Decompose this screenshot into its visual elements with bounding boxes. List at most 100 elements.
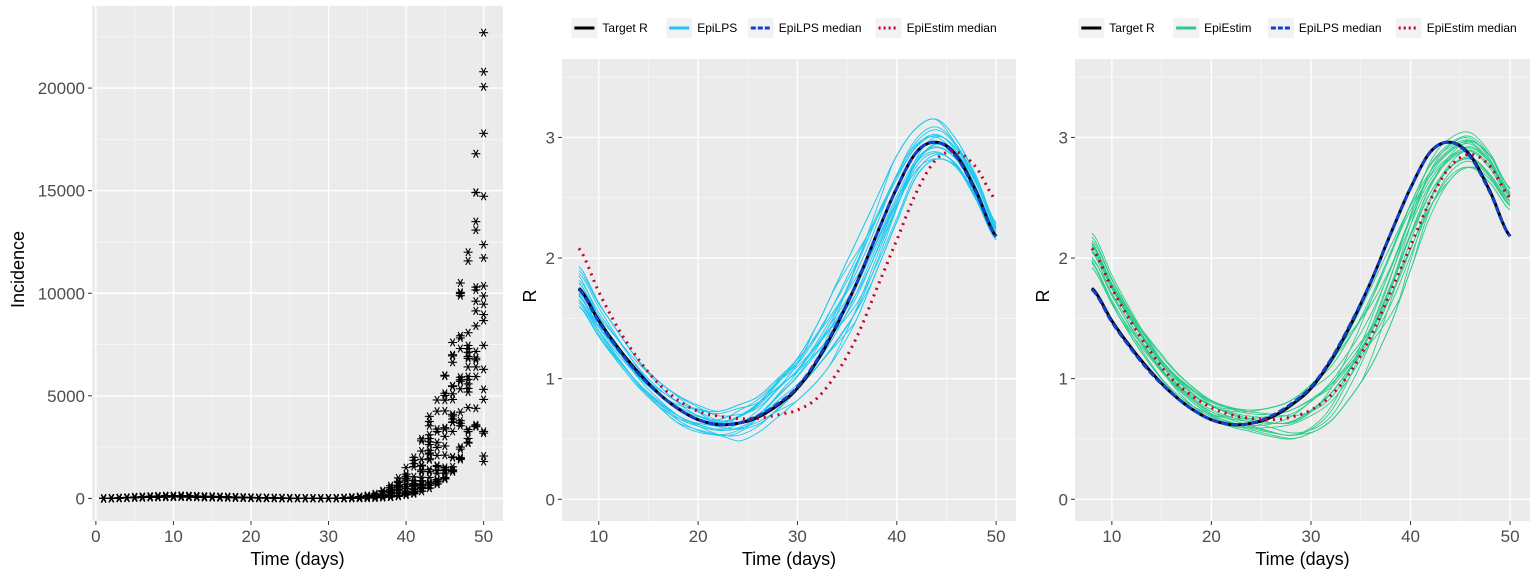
- x-tick-label: 30: [319, 527, 338, 546]
- data-point: [479, 385, 489, 394]
- y-axis-title: R: [1033, 290, 1053, 303]
- data-point: [153, 492, 163, 502]
- replicate-line: [1091, 149, 1511, 418]
- data-point: [479, 451, 489, 461]
- data-point: [424, 455, 434, 464]
- data-point: [355, 493, 365, 502]
- data-point: [448, 427, 458, 436]
- data-point: [455, 407, 465, 417]
- data-point: [455, 288, 465, 297]
- incidence-panel: 0 10 20 30 40 50 0 5000 10000 15000 20000 Time (day…: [8, 6, 503, 569]
- data-point: [424, 434, 434, 443]
- x-tick-label: 40: [1401, 527, 1420, 546]
- x-axis-title: Time (days): [250, 549, 344, 569]
- data-point: [479, 129, 489, 138]
- replicate-line: [578, 135, 997, 413]
- x-tick-label: 10: [164, 527, 183, 546]
- data-point: [370, 493, 380, 502]
- data-point: [463, 403, 473, 412]
- data-point: [463, 425, 473, 434]
- data-point: [455, 419, 465, 428]
- data-point: [440, 371, 450, 381]
- data-point: [471, 347, 481, 356]
- data-point: [440, 423, 450, 432]
- data-point: [424, 417, 434, 426]
- legend-label: Target R: [1109, 21, 1155, 35]
- data-point: [479, 281, 489, 291]
- x-tick-label: 10: [1102, 527, 1121, 546]
- x-tick-label: 20: [1202, 527, 1221, 546]
- replicate-line: [578, 151, 997, 437]
- data-point: [409, 480, 419, 490]
- data-point: [479, 428, 489, 438]
- x-tick-label: 20: [242, 527, 261, 546]
- y-tick-label: 2: [546, 249, 555, 268]
- data-point: [463, 354, 473, 363]
- data-point: [455, 375, 465, 384]
- data-point: [106, 494, 116, 503]
- legend-entry: EpiEstim: [1173, 18, 1251, 38]
- data-point: [471, 420, 481, 429]
- legend-entry: EpiEstim median: [875, 18, 997, 38]
- legend-label: EpiEstim median: [1427, 21, 1517, 35]
- replicate-line: [578, 129, 997, 430]
- data-point: [471, 422, 481, 431]
- data-point: [455, 291, 465, 300]
- data-point: [479, 192, 489, 201]
- replicate-line: [578, 158, 997, 436]
- data-point: [230, 493, 240, 502]
- legend-entry: EpiLPS median: [1267, 18, 1382, 38]
- data-point: [448, 395, 458, 404]
- legend-entry: Target R: [1078, 18, 1155, 38]
- epiestim-median-line: [1090, 152, 1512, 422]
- x-tick-label: 30: [1302, 527, 1321, 546]
- data-point: [479, 28, 489, 37]
- data-point: [339, 493, 349, 503]
- plot-background: [92, 6, 503, 521]
- legend-entry: Target R: [571, 18, 648, 38]
- data-point: [308, 494, 318, 503]
- data-point: [137, 492, 147, 501]
- data-point: [184, 492, 194, 501]
- data-point: [424, 483, 434, 493]
- legend-label: Target R: [602, 21, 648, 35]
- data-point: [114, 493, 124, 503]
- data-point: [455, 384, 465, 393]
- data-point: [471, 306, 481, 316]
- data-point: [448, 381, 458, 391]
- data-point: [161, 491, 171, 501]
- data-point: [455, 442, 465, 452]
- data-point: [122, 493, 132, 503]
- y-axis-title: R: [520, 290, 540, 303]
- replicate-line: [578, 118, 997, 417]
- data-point: [417, 436, 427, 446]
- x-tick-label: 0: [91, 527, 100, 546]
- data-point: [463, 256, 473, 266]
- data-point: [254, 493, 264, 502]
- data-point: [463, 344, 473, 353]
- data-point: [463, 352, 473, 361]
- data-point: [479, 82, 489, 91]
- data-point: [99, 494, 109, 503]
- data-point: [479, 291, 489, 301]
- legend: Target R EpiLPS EpiLPS median EpiEstim medi…: [571, 18, 997, 38]
- data-point: [440, 396, 450, 405]
- data-point: [300, 494, 310, 503]
- data-point: [440, 441, 450, 451]
- y-tick-label: 0: [546, 490, 555, 509]
- data-point: [238, 493, 248, 502]
- data-point: [471, 217, 481, 226]
- data-point: [455, 444, 465, 454]
- data-point: [393, 491, 403, 500]
- data-point: [424, 467, 434, 476]
- epiestim-median-line: [577, 150, 998, 421]
- y-tick-label: 3: [1059, 128, 1068, 147]
- data-point: [417, 446, 427, 456]
- data-point: [448, 338, 458, 347]
- data-point: [455, 453, 465, 462]
- y-tick-label: 0: [1059, 490, 1068, 509]
- data-point: [471, 404, 481, 413]
- y-tick-label: 1: [546, 370, 555, 389]
- data-point: [463, 362, 473, 372]
- data-point: [130, 492, 140, 502]
